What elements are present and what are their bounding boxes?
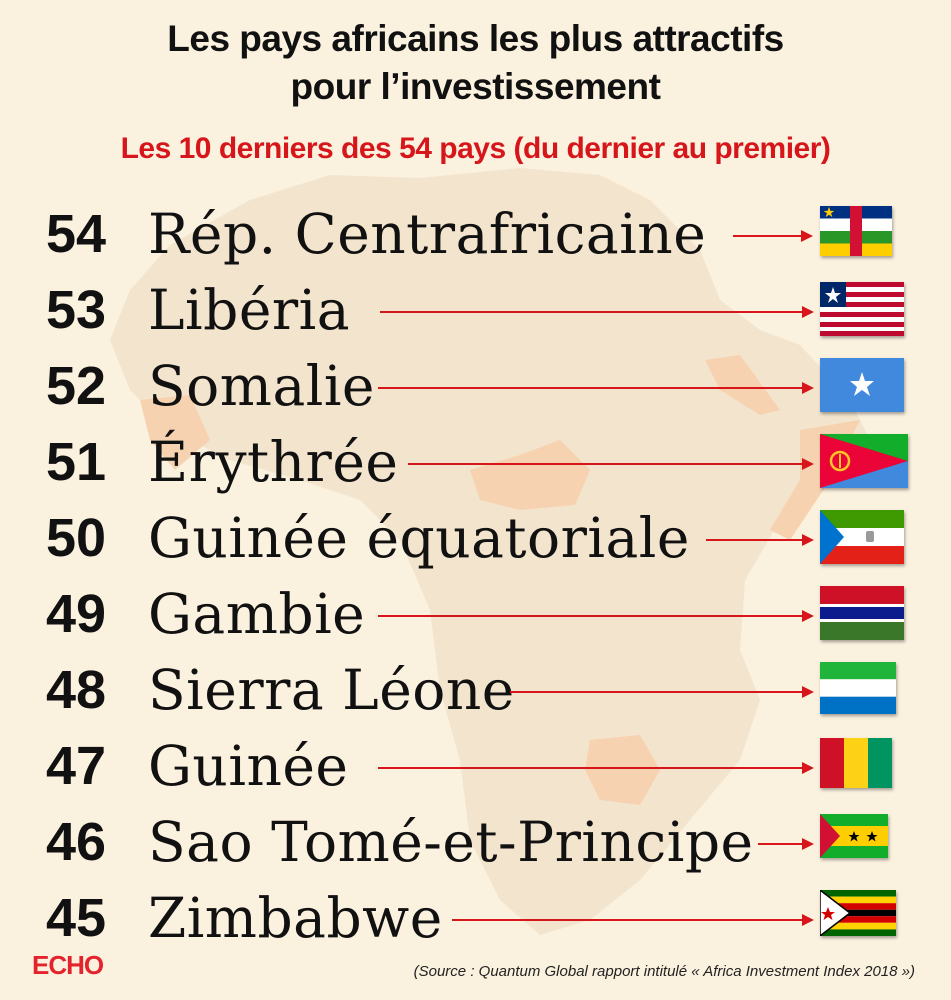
- arrow-icon: [378, 610, 814, 622]
- rank-number: 50: [46, 508, 107, 568]
- arrow-icon: [758, 838, 814, 850]
- sao-tome-and-principe-flag: [820, 814, 888, 858]
- ranking-row: 49 Gambie: [0, 576, 951, 652]
- ranking-row: 48 Sierra Léone: [0, 652, 951, 728]
- ranking-row: 54 Rép. Centrafricaine: [0, 196, 951, 272]
- rank-number: 53: [46, 280, 107, 340]
- country-name: Libéria: [148, 278, 351, 342]
- country-name: Guinée: [148, 734, 349, 798]
- country-name: Sao Tomé-et-Principe: [148, 810, 754, 874]
- equatorial-guinea-flag: [820, 510, 904, 564]
- country-name: Guinée équatoriale: [148, 506, 690, 570]
- guinea-flag: [820, 738, 892, 788]
- arrow-icon: [733, 230, 813, 242]
- ranking-row: 53 Libéria: [0, 272, 951, 348]
- ranking-row: 52 Somalie: [0, 348, 951, 424]
- rank-number: 48: [46, 660, 107, 720]
- arrow-icon: [452, 914, 814, 926]
- arrow-icon: [706, 534, 814, 546]
- highlight-zimbabwe: [585, 735, 660, 805]
- arrow-icon: [510, 686, 814, 698]
- highlight-west: [140, 395, 210, 470]
- rank-number: 45: [46, 888, 107, 948]
- arrow-icon: [408, 458, 814, 470]
- echo-logo: ECHO: [32, 950, 104, 980]
- rank-number: 46: [46, 812, 107, 872]
- page-title-line2: pour l’investissement: [290, 66, 661, 107]
- rank-number: 47: [46, 736, 107, 796]
- country-name: Zimbabwe: [148, 886, 443, 950]
- ranking-row: 47 Guinée: [0, 728, 951, 804]
- rank-number: 52: [46, 356, 107, 416]
- arrow-icon: [378, 762, 814, 774]
- zimbabwe-flag: [820, 890, 896, 936]
- arrow-icon: [378, 382, 814, 394]
- ranking-row: 51 Érythrée: [0, 424, 951, 500]
- rank-number: 54: [46, 204, 107, 264]
- africa-silhouette: [110, 168, 870, 935]
- central-african-republic-flag: [820, 206, 892, 256]
- country-name: Érythrée: [148, 430, 399, 494]
- ranking-row: 50 Guinée équatoriale: [0, 500, 951, 576]
- ranking-row: 46 Sao Tomé-et-Principe: [0, 804, 951, 880]
- country-name: Somalie: [148, 354, 375, 418]
- ranking-row: 45 Zimbabwe: [0, 880, 951, 956]
- country-name: Gambie: [148, 582, 366, 646]
- page-title-line1: Les pays africains les plus attractifs: [167, 18, 784, 59]
- highlight-eritrea: [705, 355, 780, 415]
- gambia-flag: [820, 586, 904, 640]
- liberia-flag: [820, 282, 904, 336]
- country-name: Sierra Léone: [148, 658, 515, 722]
- source-note: (Source : Quantum Global rapport intitul…: [413, 963, 915, 980]
- arrow-icon: [380, 306, 814, 318]
- eritrea-flag: [820, 434, 908, 488]
- somalia-flag: [820, 358, 904, 412]
- sierra-leone-flag: [820, 662, 896, 714]
- rank-number: 51: [46, 432, 107, 492]
- highlight-car: [470, 440, 590, 510]
- page-subtitle: Les 10 derniers des 54 pays (du dernier …: [120, 132, 831, 165]
- rank-number: 49: [46, 584, 107, 644]
- country-name: Rép. Centrafricaine: [148, 202, 707, 266]
